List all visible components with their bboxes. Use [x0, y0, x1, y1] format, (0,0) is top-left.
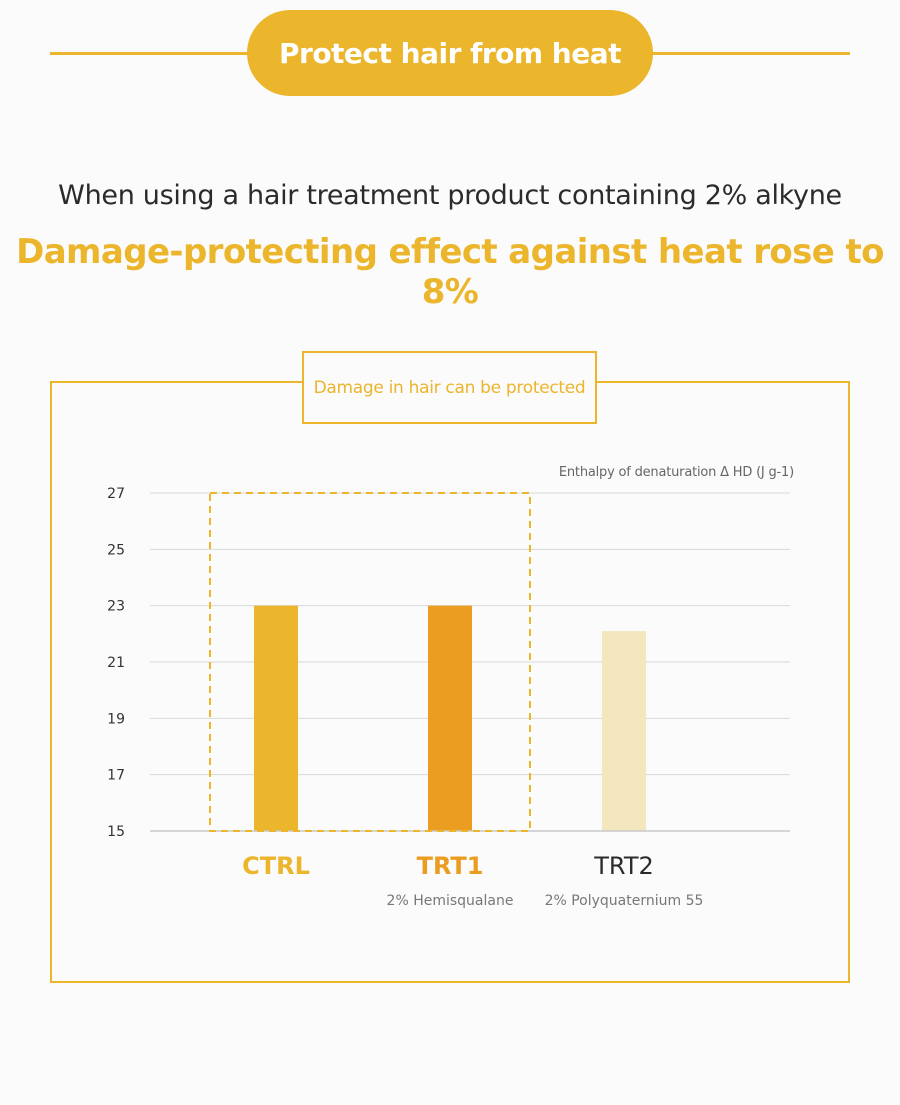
section-badge: Protect hair from heat [247, 10, 653, 96]
y-axis-title: Enthalpy of denaturation Δ HD (J g-1) [558, 465, 794, 480]
intro-subtitle: When using a hair treatment product cont… [58, 180, 842, 211]
y-tick-label: 27 [107, 486, 125, 502]
bar-trt2 [602, 631, 646, 831]
bar-trt1 [428, 605, 472, 831]
y-tick-label: 25 [107, 542, 125, 558]
y-tick-label: 21 [107, 655, 125, 671]
category-label-ctrl: CTRL [242, 852, 310, 880]
y-tick-label: 19 [107, 711, 125, 727]
bar-ctrl [254, 605, 298, 831]
chart-panel-tag: Damage in hair can be protected [302, 351, 597, 424]
header-rule-left [50, 52, 250, 55]
category-label-trt1: TRT1 [416, 852, 484, 880]
category-label-trt2: TRT2 [594, 852, 654, 880]
y-tick-label: 17 [107, 768, 125, 784]
y-tick-label: 23 [107, 599, 125, 615]
highlight-box [209, 492, 531, 832]
y-tick-label: 15 [107, 824, 125, 840]
category-sublabel-trt1: 2% Hemisqualane [386, 893, 514, 909]
category-sublabel-trt2: 2% Polyquaternium 55 [544, 893, 704, 909]
intro-headline: Damage-protecting effect against heat ro… [16, 232, 884, 312]
header-rule-right [650, 52, 850, 55]
